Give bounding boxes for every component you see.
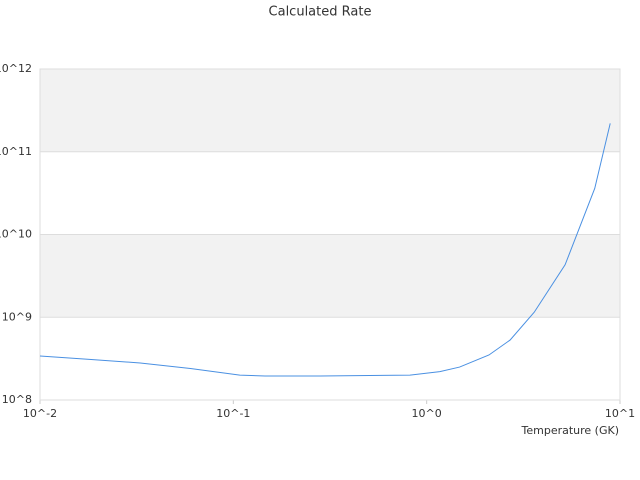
line [39,123,611,377]
plot-border [39,68,621,401]
x-axis-label: Temperature (GK) [521,424,620,437]
x-tick-label: 10^1 [605,407,635,420]
x-tick-label: 10^0 [412,407,442,420]
y-tick-label: 10^9 [2,310,32,323]
y-tick-label: 10^10 [0,228,32,241]
y-tick-label: 10^11 [0,145,32,158]
grid-band [40,69,620,152]
x-tick-label: 10^-2 [23,407,57,420]
y-tick-label: 10^12 [0,62,32,75]
grid-band [40,234,620,318]
x-tick-label: 10^-1 [216,407,250,420]
grid-layer [39,68,621,404]
y-tick-label: 10^8 [2,393,32,406]
chart-title: Calculated Rate [269,5,372,20]
